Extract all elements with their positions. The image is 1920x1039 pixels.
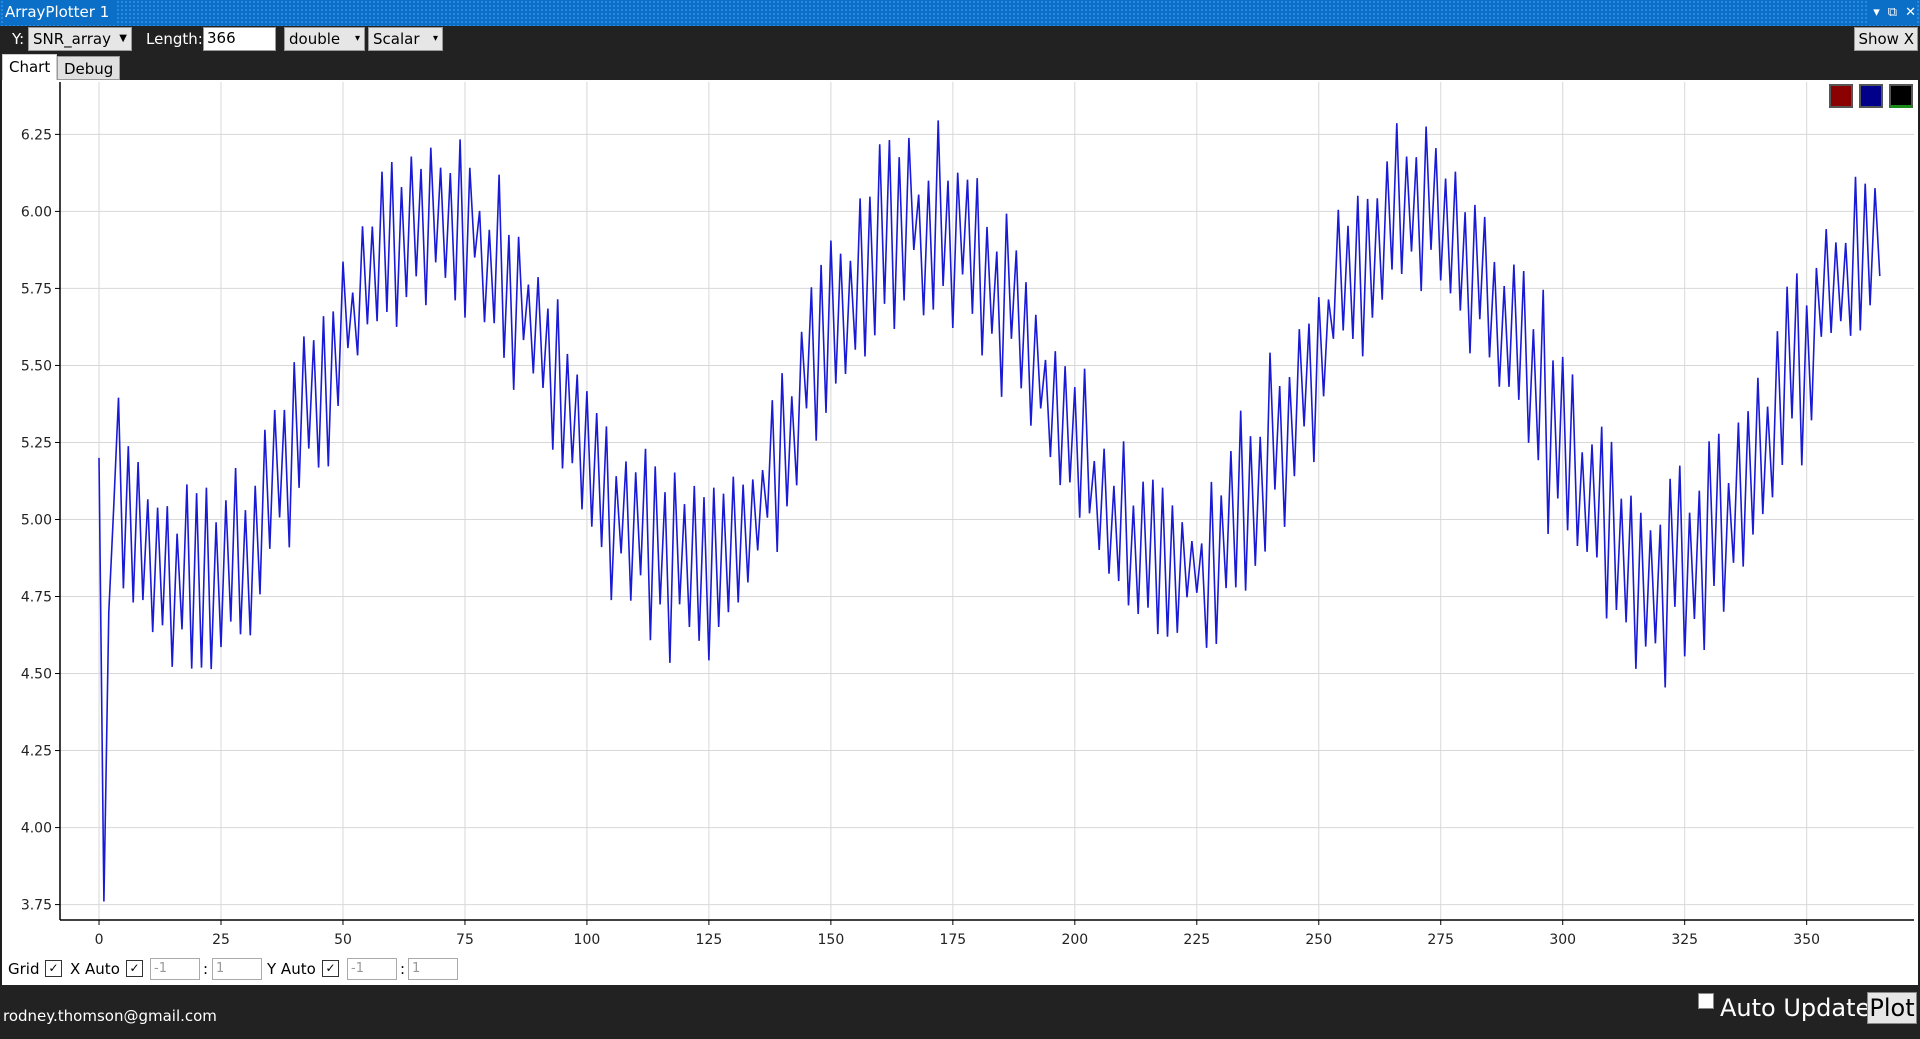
grid-checkbox[interactable]: ✓ [45,960,62,977]
x-tick-label: 300 [1549,932,1576,948]
tab-chart[interactable]: Chart [2,54,58,80]
auto-update-label: Auto Update [1720,994,1871,1022]
title-bar: ArrayPlotter 1 ▾ ⧉ ✕ [0,0,1920,26]
y-tick-label: 4.00 [21,821,52,837]
y-tick-label: 6.00 [21,204,52,220]
y-label: Y: [12,30,25,48]
x-tick-label: 50 [334,932,352,948]
y-tick-label: 4.25 [21,744,52,760]
x-tick-label: 325 [1671,932,1698,948]
tab-strip: Chart Debug [0,54,1920,80]
y-tick-label: 6.25 [21,127,52,143]
x-auto-label: X Auto [70,960,120,978]
line-chart[interactable]: 0 25 50 75 100 125 150 175 200 225 250 275 300 325 350… [2,80,1918,950]
x-tick-label: 250 [1305,932,1332,948]
length-input[interactable]: 366 [203,27,276,51]
red-series-swatch[interactable] [1829,84,1853,108]
restore-icon[interactable]: ⧉ [1887,5,1898,20]
tab-debug[interactable]: Debug [57,56,121,80]
length-label: Length: [146,30,203,48]
x-tick-label: 75 [456,932,474,948]
chevron-down-icon: ▼ [119,33,127,44]
y-tick-label: 5.00 [21,512,52,528]
x-range-separator: : [203,960,209,978]
type-select[interactable]: double ▾ [284,27,365,51]
x-tick-label: 200 [1061,932,1088,948]
x-tick-label: 150 [818,932,845,948]
y-max-input[interactable]: 1 [408,958,458,980]
status-bar: rodney.thomson@gmail.com Auto Update Plo… [0,985,1920,1039]
auto-update-checkbox[interactable] [1698,993,1714,1009]
grid-label: Grid [8,960,40,978]
blue-series-swatch[interactable] [1859,84,1883,108]
close-icon[interactable]: ✕ [1905,5,1916,20]
y-tick-label: 3.75 [21,898,52,914]
y-tick-label: 4.50 [21,667,52,683]
window-title: ArrayPlotter 1 [5,0,116,25]
x-tick-label: 175 [939,932,966,948]
black-series-swatch[interactable] [1889,84,1913,108]
chevron-down-icon: ▾ [354,33,360,44]
chart-panel: 0 25 50 75 100 125 150 175 200 225 250 275 300 325 350… [2,80,1918,985]
y-auto-label: Y Auto [267,960,316,978]
x-min-input[interactable]: -1 [150,958,200,980]
mode-select[interactable]: Scalar ▾ [368,27,443,51]
x-tick-label: 275 [1427,932,1454,948]
y-auto-checkbox[interactable]: ✓ [322,960,339,977]
window-controls: ▾ ⧉ ✕ [1867,0,1916,25]
x-tick-label: 225 [1183,932,1210,948]
x-auto-checkbox[interactable]: ✓ [126,960,143,977]
chevron-down-icon: ▾ [432,33,438,44]
y-tick-label: 5.25 [21,435,52,451]
x-tick-label: 100 [574,932,601,948]
x-tick-label: 350 [1793,932,1820,948]
type-select-value: double [289,30,341,48]
dropdown-icon[interactable]: ▾ [1873,5,1880,20]
toolbar: Y: SNR_array ▼ Length: 366 double ▾ Scal… [0,26,1920,54]
y-variable-value: SNR_array [33,30,111,48]
show-x-button[interactable]: Show X [1854,27,1918,51]
user-email: rodney.thomson@gmail.com [3,1007,217,1025]
y-tick-label: 5.75 [21,281,52,297]
series-line-snr-array [98,120,1881,902]
x-tick-label: 125 [696,932,723,948]
x-tick-label: 0 [95,932,104,948]
y-tick-label: 4.75 [21,590,52,606]
y-tick-label: 5.50 [21,358,52,374]
x-max-input[interactable]: 1 [212,958,262,980]
y-min-input[interactable]: -1 [347,958,397,980]
y-range-separator: : [400,960,406,978]
mode-select-value: Scalar [373,30,420,48]
plot-button[interactable]: Plot [1867,992,1917,1024]
y-variable-select[interactable]: SNR_array ▼ [28,27,132,51]
x-tick-label: 25 [212,932,230,948]
